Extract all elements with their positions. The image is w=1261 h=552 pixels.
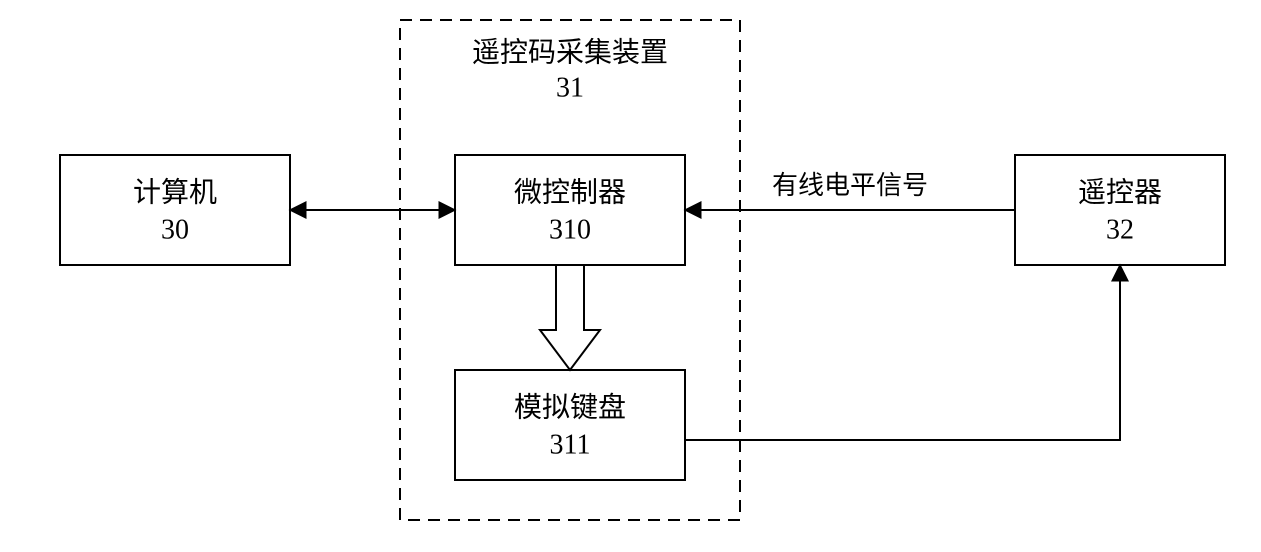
computer-rect	[60, 155, 290, 265]
remote-code: 32	[1106, 214, 1134, 245]
keyboard-rect	[455, 370, 685, 480]
computer-node: 计算机 30	[60, 155, 290, 265]
container-title: 遥控码采集装置	[472, 36, 668, 68]
remote-title: 遥控器	[1078, 176, 1162, 208]
mcu-rect	[455, 155, 685, 265]
mcu-title: 微控制器	[514, 176, 626, 208]
edge-remote-mcu-label: 有线电平信号	[772, 171, 928, 200]
computer-title: 计算机	[133, 176, 217, 208]
mcu-code: 310	[549, 214, 591, 245]
diagram-canvas: 遥控码采集装置 31 计算机 30 微控制器 310 模拟键盘 311 遥控器 …	[0, 0, 1261, 552]
mcu-node: 微控制器 310	[455, 155, 685, 265]
remote-node: 遥控器 32	[1015, 155, 1225, 265]
edge-keyboard-remote	[685, 265, 1120, 440]
edge-mcu-keyboard	[540, 265, 600, 370]
edge-remote-mcu: 有线电平信号	[685, 171, 1015, 210]
keyboard-node: 模拟键盘 311	[455, 370, 685, 480]
computer-code: 30	[161, 214, 189, 245]
container-code: 31	[556, 72, 584, 103]
keyboard-title: 模拟键盘	[514, 391, 626, 423]
keyboard-code: 311	[550, 429, 591, 460]
remote-rect	[1015, 155, 1225, 265]
